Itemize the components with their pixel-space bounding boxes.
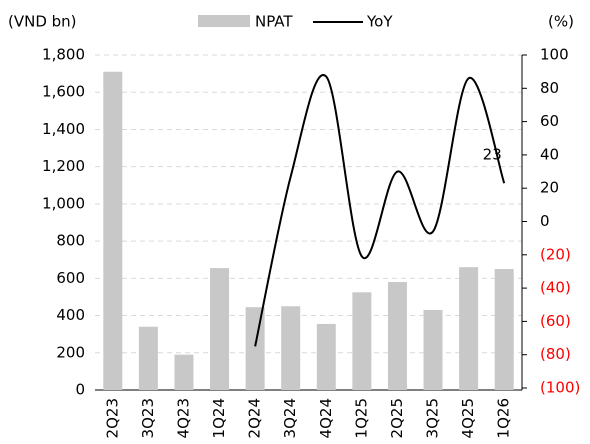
bar [352,292,372,390]
x-tick-label: 3Q23 [139,398,157,438]
y2-tick-label: 20 [540,179,559,197]
bar [174,354,194,390]
x-tick-label: 1Q24 [210,398,228,438]
bar [245,307,265,390]
y2-tick-label: 60 [540,112,559,130]
x-tick-label: 3Q25 [424,398,442,438]
y-tick-label: 200 [56,343,85,361]
bar [138,326,158,390]
y-tick-label: 400 [56,306,85,324]
y2-axis-title: (%) [548,13,574,31]
x-tick-label: 1Q25 [352,398,370,438]
bar [316,323,336,390]
y-tick-label: 1,400 [42,120,85,138]
bar [210,268,230,390]
legend-label: YoY [366,13,393,31]
y-tick-label: 0 [75,381,85,399]
x-tick-label: 1Q26 [495,398,513,438]
y2-tick-label: (20) [540,245,571,263]
y2-tick-label: (80) [540,345,571,363]
y-tick-label: 800 [56,232,85,250]
y2-tick-label: 80 [540,79,559,97]
y2-tick-label: (40) [540,279,571,297]
y-tick-label: 600 [56,269,85,287]
y2-tick-label: 100 [540,46,569,64]
x-tick-label: 2Q23 [103,398,121,438]
y2-tick-label: (100) [540,379,580,397]
x-tick-label: 4Q25 [459,398,477,438]
bar [494,269,514,390]
bar [281,306,301,390]
line [254,73,506,347]
y-tick-label: 1,600 [42,83,85,101]
x-tick-label: 3Q24 [281,398,299,438]
y-tick-label: 1,800 [42,46,85,64]
y2-tick-label: 40 [540,145,559,163]
y-tick-label: 1,000 [42,194,85,212]
legend-label: NPAT [255,13,293,31]
data-label: 23 [483,146,502,164]
legend-swatch [198,15,250,27]
x-tick-label: 4Q24 [317,398,335,438]
bar [423,309,443,390]
bar [387,282,407,390]
x-tick-label: 2Q25 [388,398,406,438]
y-axis-title: (VND bn) [8,13,77,31]
y-tick-label: 1,200 [42,157,85,175]
bar [459,267,479,390]
x-tick-label: 4Q23 [174,398,192,438]
x-tick-label: 2Q24 [246,398,264,438]
y2-tick-label: 0 [540,212,550,230]
bar [103,71,123,390]
y2-tick-label: (60) [540,312,571,330]
